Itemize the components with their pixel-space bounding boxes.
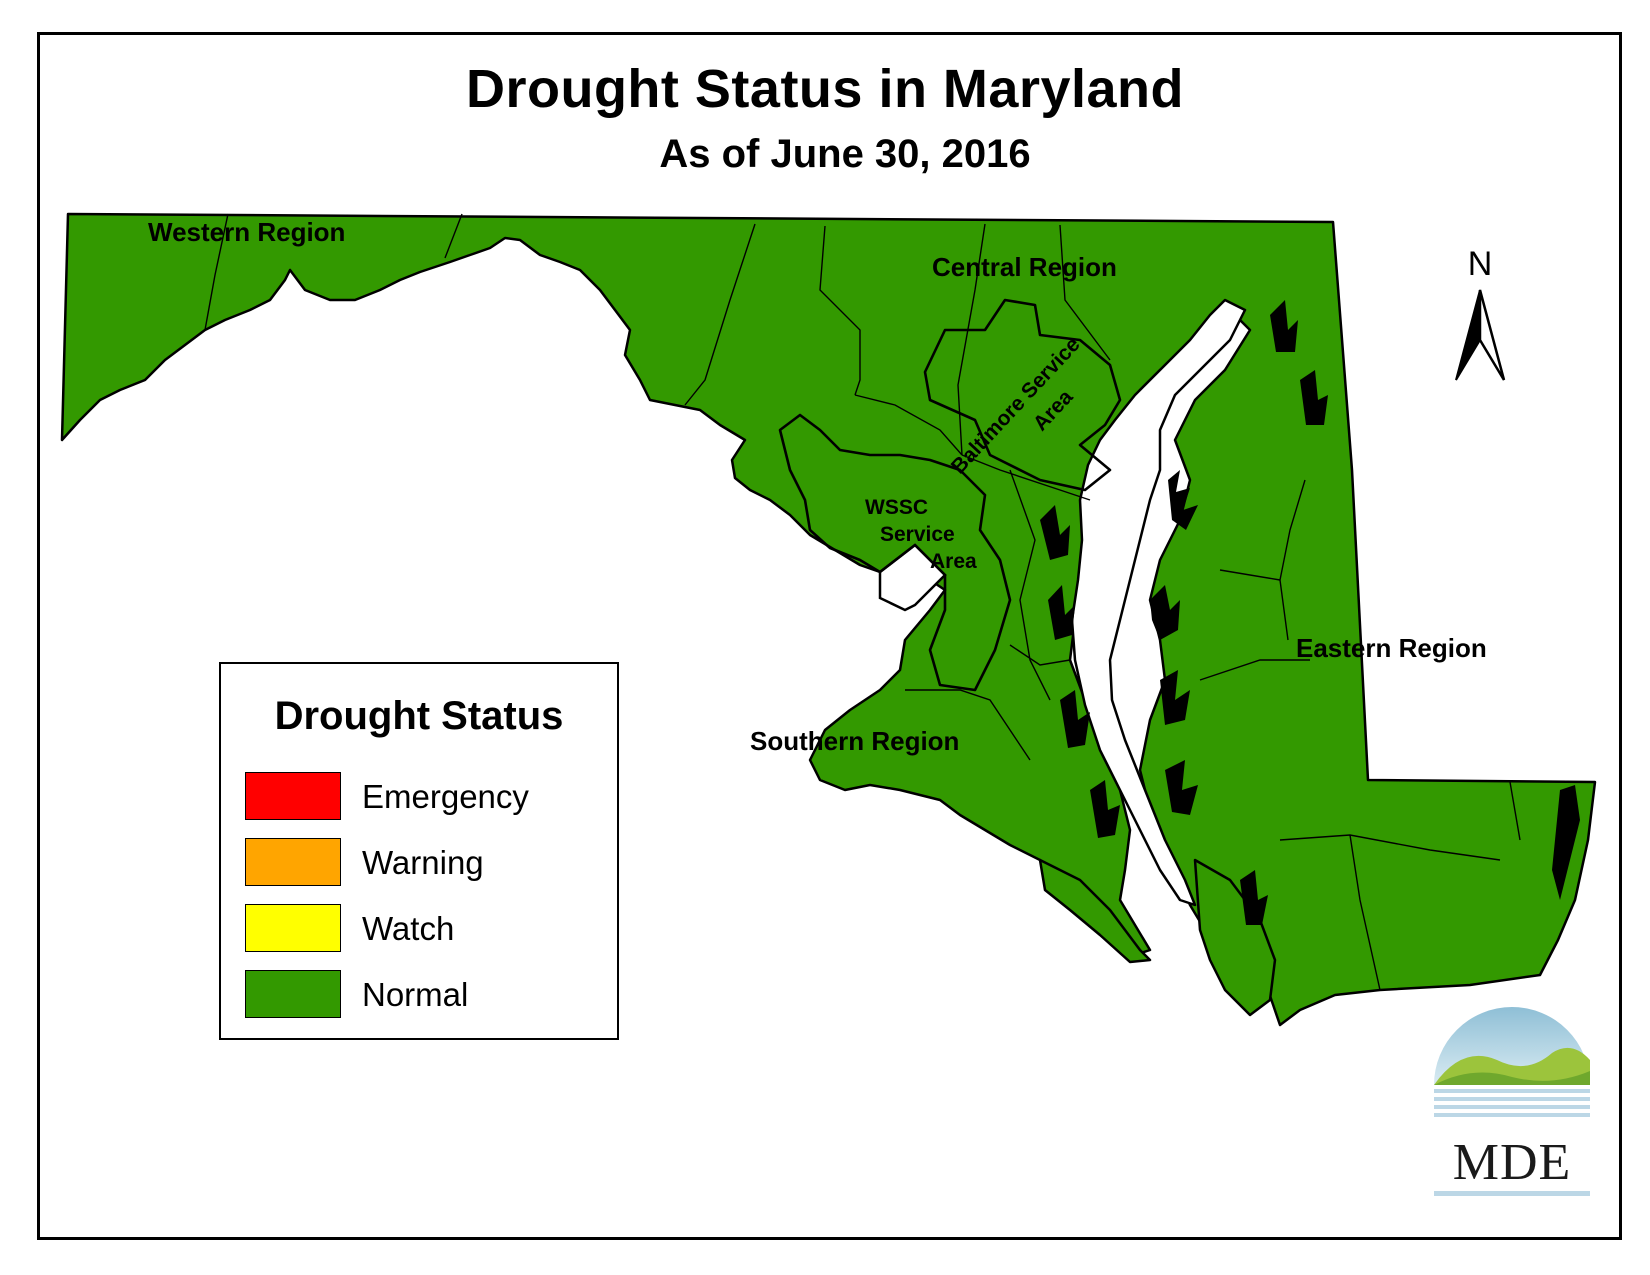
service-area-outlines (778, 298, 1122, 692)
mde-logo-text: MDE (1452, 1134, 1572, 1191)
region-southern-tip (1038, 858, 1152, 964)
legend-label-emergency: Emergency (362, 778, 529, 815)
legend-title: Drought Status (274, 694, 564, 738)
legend-item-emergency: Emergency (245, 772, 605, 822)
north-arrow-icon (1455, 289, 1506, 381)
legend-swatch-emergency (245, 772, 341, 820)
north-arrow: N (1440, 245, 1520, 385)
label-wssc-3: Area (930, 550, 977, 573)
label-eastern-region: Eastern Region (1296, 633, 1487, 663)
legend-label-watch: Watch (362, 910, 455, 947)
label-wssc-1: WSSC (865, 496, 928, 519)
legend: Drought Status Emergency Warning Watch N… (219, 662, 619, 1040)
coastline-detail (1040, 300, 1580, 925)
legend-swatch-warning (245, 838, 341, 886)
label-southern-region: Southern Region (750, 726, 959, 756)
chesapeake-bay (1070, 298, 1247, 907)
label-wssc-2: Service (880, 523, 955, 546)
county-boundaries (204, 213, 1521, 991)
legend-item-warning: Warning (245, 838, 605, 888)
legend-label-normal: Normal (362, 976, 469, 1013)
legend-item-normal: Normal (245, 970, 605, 1020)
label-central-region: Central Region (932, 252, 1117, 282)
north-label: N (1467, 245, 1493, 283)
label-western-region: Western Region (148, 217, 345, 247)
map-title: Drought Status in Maryland (465, 59, 1185, 119)
mde-logo: MDE (1432, 1005, 1592, 1205)
map-subtitle: As of June 30, 2016 (659, 132, 1031, 176)
legend-swatch-normal (245, 970, 341, 1018)
legend-label-warning: Warning (362, 844, 484, 881)
legend-swatch-watch (245, 904, 341, 952)
mde-logo-icon (1434, 1007, 1590, 1196)
legend-item-watch: Watch (245, 904, 605, 954)
